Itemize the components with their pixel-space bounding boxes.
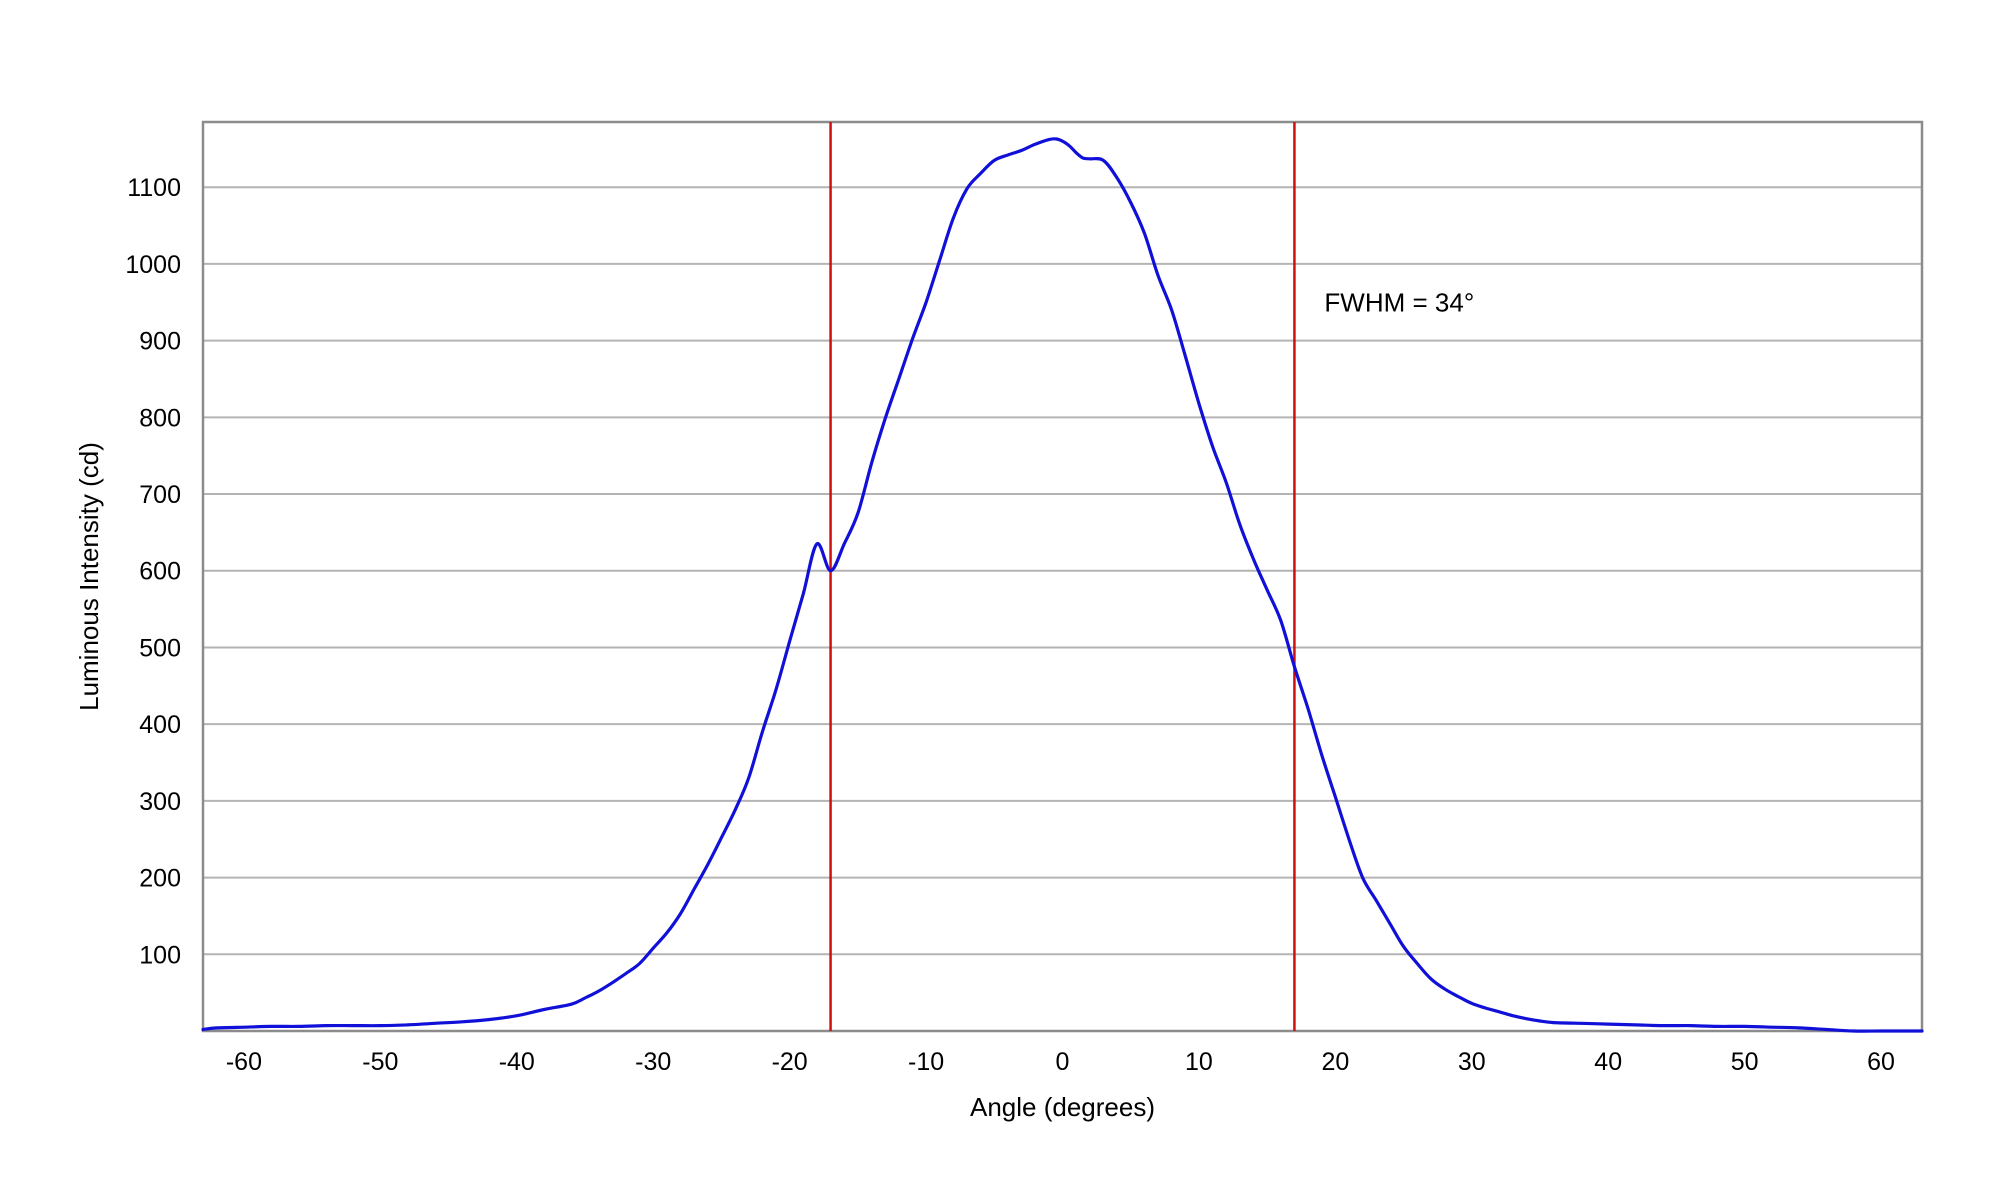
x-tick-label: 50: [1731, 1048, 1759, 1076]
y-tick-label: 900: [139, 328, 181, 356]
x-axis-ticks: -60 -50 -40 -30 -20 -10 0 10 20 30 40 50 60: [226, 1048, 1895, 1076]
y-tick-label: 800: [139, 404, 181, 432]
grid-lines: [203, 186, 1922, 956]
fwhm-markers: [829, 122, 1296, 1031]
x-tick-label: -50: [362, 1048, 398, 1076]
x-tick-label: 30: [1458, 1048, 1486, 1076]
x-tick-label: 60: [1867, 1048, 1895, 1076]
y-tick-label: 1000: [125, 251, 181, 279]
x-tick-label: -60: [226, 1048, 262, 1076]
y-axis-ticks: 100 200 300 400 500 600 700 800 900 1000 1100: [125, 174, 181, 969]
x-tick-label: -30: [635, 1048, 671, 1076]
y-axis-title: Luminous Intensity (cd): [74, 442, 104, 711]
y-tick-label: 500: [139, 634, 181, 662]
y-tick-label: 400: [139, 711, 181, 739]
y-tick-label: 300: [139, 788, 181, 816]
x-tick-label: 40: [1594, 1048, 1622, 1076]
x-tick-label: -20: [772, 1048, 808, 1076]
y-tick-label: 1100: [127, 174, 181, 202]
intensity-curve: [201, 137, 1924, 1033]
x-tick-label: -10: [908, 1048, 944, 1076]
x-tick-label: 10: [1185, 1048, 1213, 1076]
y-tick-label: 600: [139, 558, 181, 586]
x-tick-label: -40: [499, 1048, 535, 1076]
y-tick-label: 200: [139, 865, 181, 893]
plot-area-frame: [201, 120, 1924, 1033]
y-tick-label: 700: [139, 481, 181, 509]
fwhm-annotation: FWHM = 34°: [1324, 287, 1474, 317]
x-tick-label: 0: [1056, 1048, 1070, 1076]
y-tick-label: 100: [139, 941, 181, 969]
x-tick-label: 20: [1321, 1048, 1349, 1076]
x-axis-title: Angle (degrees): [970, 1092, 1155, 1122]
